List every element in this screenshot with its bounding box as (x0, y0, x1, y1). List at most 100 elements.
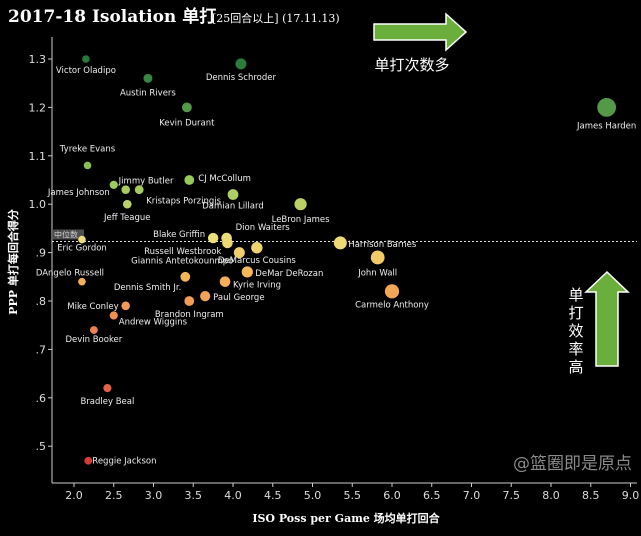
point-giannis-antetokounmpo (233, 247, 245, 259)
point-label-bradley-beal: Bradley Beal (80, 397, 134, 407)
point-label-paul-george: Paul George (213, 293, 264, 303)
point-bradley-beal (103, 384, 112, 393)
y-tick-label: 1.3 (29, 53, 47, 66)
point-eric-gordon (78, 235, 86, 244)
point-jimmy-butler (121, 185, 130, 194)
point-harrison-barnes (333, 236, 347, 250)
right-arrow-icon (373, 12, 468, 52)
x-tick-label: 3.0 (145, 489, 163, 502)
point-label-kristaps-porzingis: Kristaps Porzingis (146, 197, 221, 207)
point-label-dennis-schroder: Dennis Schroder (206, 73, 277, 83)
point-label-andrew-wiggins: Andrew Wiggins (119, 318, 188, 328)
point-label-blake-griffin: Blake Griffin (153, 230, 205, 240)
point-devin-booker (89, 326, 98, 334)
point-label-reggie-jackson: Reggie Jackson (92, 457, 156, 467)
x-tick-label: 8.5 (582, 489, 600, 502)
point-blake-griffin (207, 232, 219, 244)
right-arrow-text: 单打次数多 (374, 56, 449, 74)
up-arrow: 单打效率高 (568, 270, 630, 376)
chart-subtitle: [25回合以上] (17.11.13) (212, 11, 340, 25)
y-tick-label: 1.1 (29, 150, 47, 163)
point-label-kyrie-irving: Kyrie Irving (233, 281, 281, 291)
point-label-mike-conley: Mike Conley (67, 302, 118, 312)
point-carmelo-anthony (384, 284, 400, 299)
median-tag: 中位数 (52, 229, 84, 240)
point-dennis-smith-jr (180, 271, 191, 282)
x-tick-label: 9.0 (622, 489, 640, 502)
point-tyreke-evans (83, 161, 92, 170)
point-mike-conley (121, 301, 130, 311)
x-tick-label: 6.5 (423, 489, 441, 502)
x-tick-label: 5.0 (304, 489, 322, 502)
axes: 2.0 2.5 3.0 3.5 4.0 4.5 5.0 5.5 6.0 6.5 7.0 7.5 8.0 8… (29, 37, 640, 502)
point-victor-oladipo (82, 55, 90, 63)
point-label-jeff-teague: Jeff Teague (103, 213, 151, 223)
point-label-james-johnson: James Johnson (47, 188, 110, 198)
y-tick-label: .9 (36, 247, 47, 260)
x-tick-label: 2.5 (105, 489, 123, 502)
point-label-damian-lillard: Damian Lillard (202, 202, 263, 212)
point-labels: Victor Oladipo Dennis Schroder Austin Rive… (36, 66, 636, 467)
up-arrow-text: 单打效率高 (568, 286, 583, 376)
data-points (78, 55, 617, 465)
chart-header: 2017-18 Isolation 单打 [25回合以上] (17.11.13) (8, 6, 340, 27)
point-brandon-ingram (184, 296, 195, 306)
x-tick-label: 3.5 (185, 489, 203, 502)
y-axis-label: PPP 单打每回合得分 (6, 209, 20, 315)
point-label-eric-gordon: Eric Gordon (57, 244, 107, 254)
point-label-giannis-antetokounmpo: Giannis Antetokounmpo (131, 257, 233, 267)
y-tick-label: 1.0 (29, 198, 47, 211)
x-tick-label: 2.0 (65, 489, 83, 502)
point-lebron-james (294, 198, 307, 211)
point-label-dennis-smith-jr: Dennis Smith Jr. (114, 283, 181, 293)
x-axis-label: ISO Poss per Game 场均单打回合 (252, 511, 440, 525)
x-tick-label: 4.5 (264, 489, 282, 502)
y-tick-label: .7 (36, 343, 47, 356)
x-tick-label: 4.0 (224, 489, 242, 502)
point-label-devin-booker: Devin Booker (65, 335, 122, 345)
point-label-cj-mccollum: CJ McCollum (198, 174, 251, 184)
point-demar-derozan (241, 266, 253, 278)
point-kristaps-porzingis (134, 185, 144, 195)
y-tick-label: .8 (36, 295, 47, 308)
point-label-russell-westbrook: Russell Westbrook (144, 247, 221, 257)
point-james-harden (597, 98, 617, 117)
x-tick-label: 7.0 (463, 489, 481, 502)
point-label-demarcus-cousins: DeMarcus Cousins (218, 256, 297, 266)
point-austin-rivers (143, 73, 153, 83)
point-jeff-teague (122, 199, 132, 209)
point-demarcus-cousins (251, 242, 263, 254)
point-dangelo-russell (78, 277, 86, 286)
y-tick-label: 1.2 (29, 101, 47, 114)
point-james-johnson (109, 180, 118, 189)
median-label: 中位数 (54, 229, 78, 239)
point-label-austin-rivers: Austin Rivers (120, 88, 176, 98)
point-russell-westbrook (222, 237, 233, 249)
x-tick-label: 6.0 (383, 489, 401, 502)
point-label-kevin-durant: Kevin Durant (159, 118, 215, 128)
y-tick-label: .6 (36, 392, 47, 405)
point-label-harrison-barnes: Harrison Barnes (348, 240, 417, 250)
point-label-demar-derozan: DeMar DeRozan (255, 269, 323, 279)
x-tick-label: 8.0 (542, 489, 560, 502)
point-label-dion-waiters: Dion Waiters (236, 223, 291, 233)
point-damian-lillard (227, 189, 239, 200)
axis-titles: ISO Poss per Game 场均单打回合 PPP 单打每回合得分 (6, 209, 441, 525)
watermark: @篮圈即是原点 (513, 454, 632, 474)
y-tick-label: .5 (36, 440, 47, 453)
point-label-john-wall: John Wall (357, 268, 397, 278)
point-label-james-harden: James Harden (576, 121, 636, 131)
point-dennis-schroder (235, 58, 247, 70)
point-label-tyreke-evans: Tyreke Evans (59, 144, 116, 154)
point-cj-mccollum (184, 175, 195, 185)
point-label-dangelo-russell: DAngelo Russell (36, 269, 104, 279)
point-label-brandon-ingram: Brandon Ingram (155, 310, 224, 320)
point-label-lebron-james: LeBron James (272, 215, 330, 225)
right-arrow: 单打次数多 (373, 12, 468, 74)
x-tick-label: 5.5 (344, 489, 362, 502)
point-label-jimmy-butler: Jimmy Butler (118, 177, 174, 187)
point-paul-george (200, 291, 211, 302)
up-arrow-icon (584, 270, 630, 367)
point-kyrie-irving (219, 276, 231, 287)
point-reggie-jackson (84, 456, 93, 465)
